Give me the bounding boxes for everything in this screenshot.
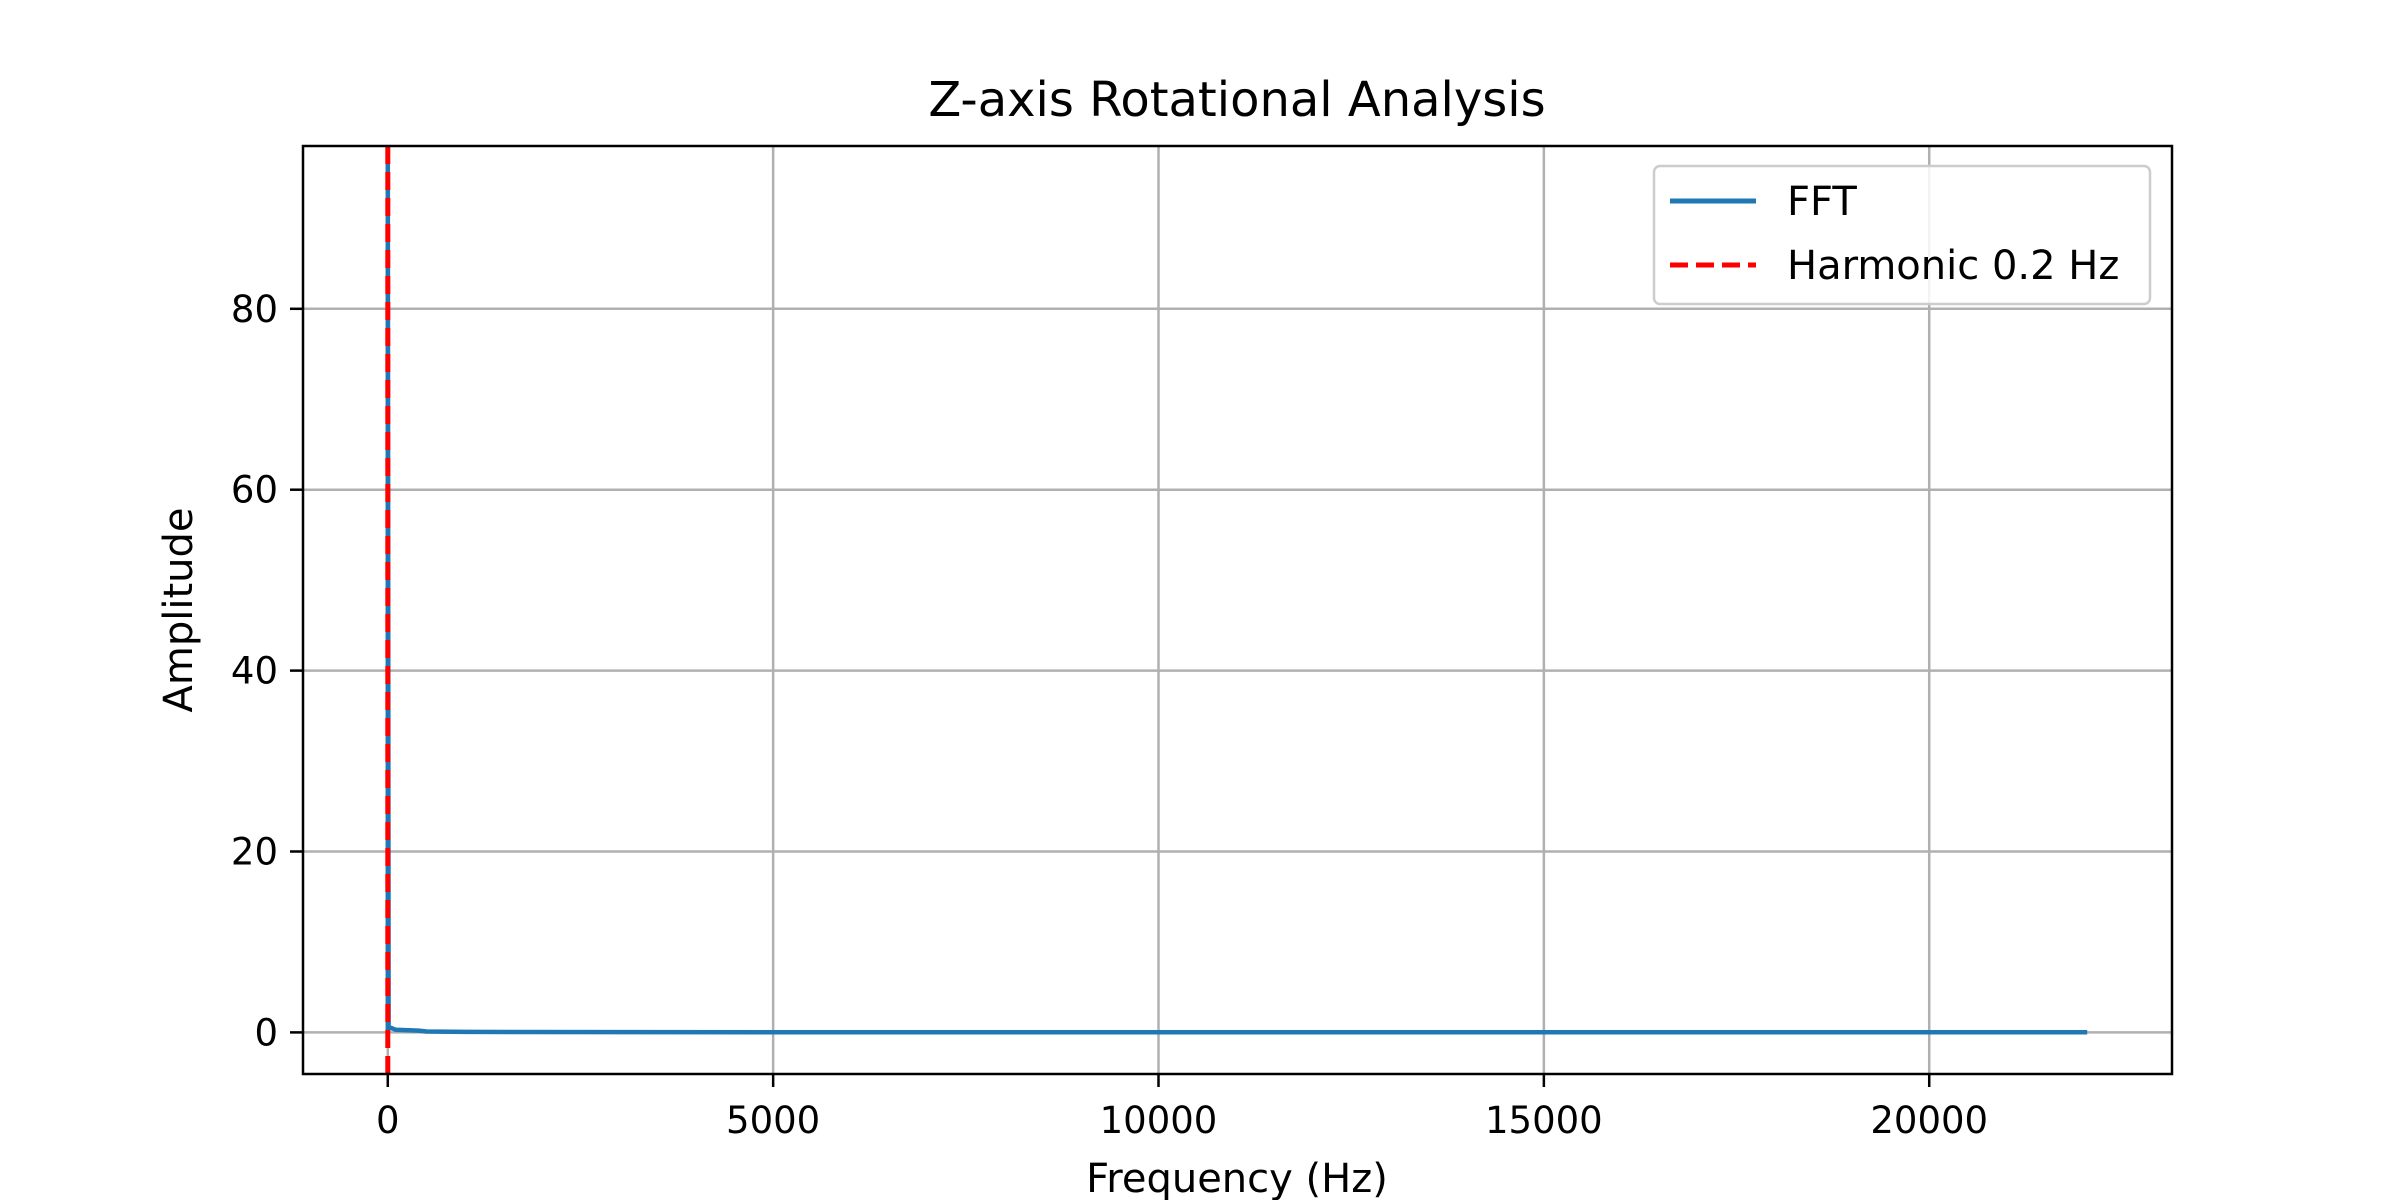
x-tick-label: 15000 (1485, 1099, 1603, 1142)
legend: FFT Harmonic 0.2 Hz (1652, 164, 2152, 306)
plot-area: 0 5000 10000 15000 20000 0 20 40 60 80 (231, 144, 2174, 1142)
y-tick-label: 20 (231, 830, 278, 873)
y-tick-label: 0 (254, 1011, 278, 1054)
x-tick-label: 20000 (1870, 1099, 1988, 1142)
legend-box (1652, 164, 2152, 306)
y-tick-label: 80 (231, 288, 278, 331)
y-tick-label: 40 (231, 650, 278, 693)
x-axis-label: Frequency (Hz) (1086, 1156, 1388, 1200)
x-tick-label: 5000 (726, 1099, 820, 1142)
y-tick-label: 60 (231, 469, 278, 512)
x-tick-label: 0 (376, 1099, 400, 1142)
chart-title: Z-axis Rotational Analysis (928, 72, 1545, 128)
legend-fft-label: FFT (1787, 179, 1857, 225)
axes-frame (301, 144, 2174, 1076)
x-tick-label: 10000 (1100, 1099, 1218, 1142)
legend-harmonic-label: Harmonic 0.2 Hz (1787, 243, 2119, 289)
y-axis-label: Amplitude (156, 508, 202, 713)
